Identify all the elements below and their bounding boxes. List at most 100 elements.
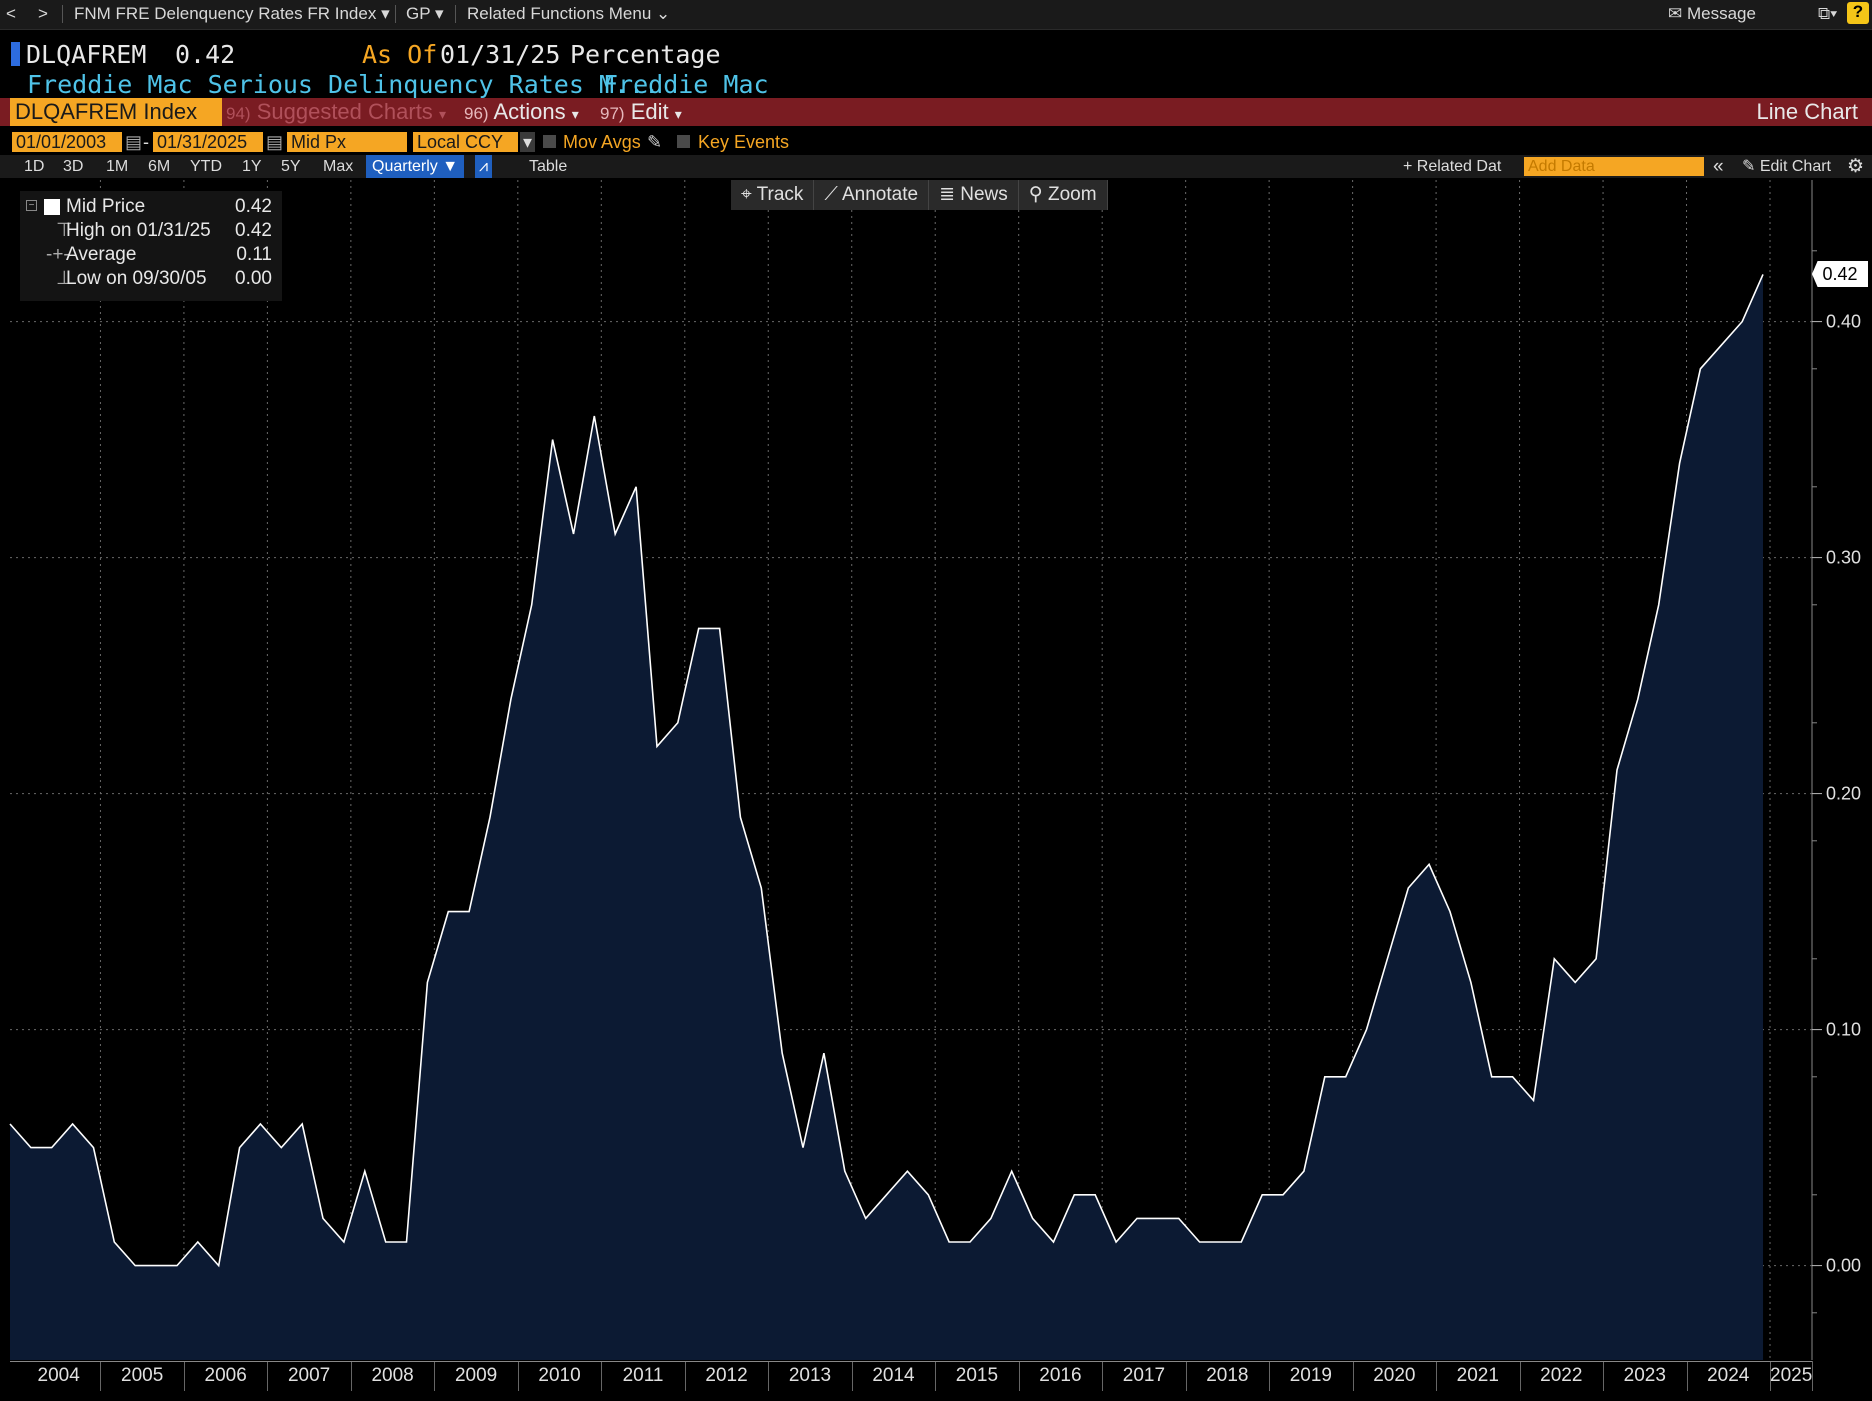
command-bar: DLQAFREM Index 94) Suggested Charts ▾ 96… bbox=[0, 98, 1872, 126]
message-button[interactable]: ✉ Message bbox=[1668, 4, 1756, 24]
suggested-charts-number: 94) bbox=[226, 104, 251, 123]
date-range-separator: - bbox=[143, 132, 149, 152]
x-tick-label: 2011 bbox=[601, 1361, 686, 1391]
legend-high-value: 0.42 bbox=[235, 220, 272, 241]
help-icon[interactable]: ? bbox=[1847, 2, 1869, 24]
actions-menu-button[interactable]: 96) Actions ▾ bbox=[464, 98, 589, 126]
edit-number: 97) bbox=[600, 104, 625, 123]
top-navbar: < > FNM FRE Delenquency Rates FR Index ▾… bbox=[0, 0, 1872, 30]
period-max[interactable]: Max bbox=[323, 158, 354, 175]
period-6m[interactable]: 6M bbox=[148, 158, 171, 175]
dropdown-caret-icon: ▾ bbox=[674, 106, 682, 122]
forward-arrow-icon[interactable]: > bbox=[38, 4, 48, 23]
mov-avgs-checkbox[interactable] bbox=[543, 135, 556, 148]
x-tick-label: 2016 bbox=[1019, 1361, 1104, 1391]
y-tick-label: 0.40 bbox=[1826, 312, 1861, 332]
zoom-tool[interactable]: ⚲ Zoom bbox=[1019, 180, 1108, 210]
related-functions-menu[interactable]: Related Functions Menu ⌄ bbox=[467, 4, 670, 24]
legend-average-label: Average bbox=[66, 244, 137, 265]
security-input[interactable]: DLQAFREM Index bbox=[10, 98, 222, 126]
mov-avgs-label: Mov Avgs bbox=[563, 132, 641, 152]
security-description: Freddie Mac Serious Delinquency Rates M.… bbox=[27, 70, 660, 99]
related-functions-label: Related Functions Menu bbox=[467, 4, 652, 23]
track-tool[interactable]: ⌖ Track bbox=[731, 180, 815, 210]
frequency-select[interactable]: Quarterly ▼ bbox=[366, 155, 465, 178]
divider bbox=[455, 5, 456, 23]
key-events-label: Key Events bbox=[698, 132, 790, 152]
chart-view-icon[interactable]: ⩘ bbox=[475, 155, 493, 178]
magnifier-icon: ⚲ bbox=[1028, 184, 1043, 205]
legend-series-value: 0.42 bbox=[235, 196, 272, 217]
y-tick-label: 0.10 bbox=[1826, 1020, 1861, 1040]
series-area bbox=[9, 274, 1764, 1360]
start-date-input[interactable]: 01/01/2003 bbox=[12, 132, 122, 152]
period-1y[interactable]: 1Y bbox=[242, 158, 262, 175]
add-data-input[interactable]: Add Data bbox=[1524, 157, 1704, 176]
chart-grid bbox=[10, 180, 1812, 1360]
edit-chart-button[interactable]: ✎ Edit Chart bbox=[1742, 155, 1831, 178]
series-color-marker bbox=[11, 42, 20, 66]
collapse-icon[interactable]: « bbox=[1713, 156, 1724, 177]
period-3d[interactable]: 3D bbox=[63, 158, 84, 175]
chart-legend[interactable]: − Mid Price 0.42 ⊤ High on 01/31/25 0.42… bbox=[20, 191, 282, 301]
related-data-button[interactable]: + Related Dat bbox=[1403, 155, 1501, 178]
calendar-icon[interactable]: ▤ bbox=[125, 132, 143, 152]
pen-icon: ⟋ bbox=[824, 184, 838, 205]
series-swatch bbox=[44, 199, 60, 215]
end-date-input[interactable]: 01/31/2025 bbox=[153, 132, 263, 152]
low-marker-icon: ⊥ bbox=[56, 268, 73, 289]
suggested-charts-label: Suggested Charts bbox=[256, 99, 433, 124]
frequency-label: Quarterly bbox=[372, 158, 438, 175]
crosshair-icon: ⌖ bbox=[741, 184, 752, 205]
source-label: Freddie Mac bbox=[603, 70, 769, 99]
period-1d[interactable]: 1D bbox=[24, 158, 45, 175]
gp-selector[interactable]: GP ▾ bbox=[406, 4, 444, 24]
legend-series-row[interactable]: − Mid Price 0.42 bbox=[20, 195, 282, 219]
currency-dropdown-icon[interactable]: ▾ bbox=[520, 132, 536, 152]
x-tick-label: 2022 bbox=[1520, 1361, 1605, 1391]
chart-area[interactable]: 0.00 0.10 0.20 0.30 0.40 bbox=[0, 180, 1872, 1361]
price-field-select[interactable]: Mid Px bbox=[287, 132, 407, 152]
x-tick-label: 2012 bbox=[685, 1361, 770, 1391]
units-label: Percentage bbox=[570, 40, 721, 69]
y-axis: 0.00 0.10 0.20 0.30 0.40 bbox=[1811, 180, 1861, 1360]
news-tool[interactable]: ≣ News bbox=[929, 180, 1019, 210]
period-1m[interactable]: 1M bbox=[106, 158, 129, 175]
x-axis-line bbox=[10, 1361, 1812, 1362]
back-arrow-icon[interactable]: < bbox=[6, 4, 16, 23]
currency-select[interactable]: Local CCY bbox=[413, 132, 518, 152]
calendar-icon[interactable]: ▤ bbox=[266, 132, 284, 152]
dropdown-caret-icon: ▾ bbox=[438, 106, 446, 122]
track-label: Track bbox=[756, 184, 804, 205]
security-selector[interactable]: FNM FRE Delenquency Rates FR Index ▾ bbox=[74, 4, 390, 24]
x-tick-label: 2017 bbox=[1102, 1361, 1187, 1391]
legend-series-name: Mid Price bbox=[66, 196, 146, 217]
x-tick-label: 2024 bbox=[1687, 1361, 1771, 1391]
gear-icon[interactable]: ⚙ bbox=[1847, 156, 1865, 177]
x-tick-label: 2023 bbox=[1603, 1361, 1688, 1391]
y-tick-label: 0.30 bbox=[1826, 548, 1861, 568]
x-tick-label: 2015 bbox=[935, 1361, 1020, 1391]
legend-low-row: ⊥ Low on 09/30/05 0.00 bbox=[20, 267, 282, 291]
news-label: News bbox=[960, 184, 1008, 205]
dropdown-caret-icon: ▼ bbox=[442, 158, 459, 175]
as-of-label: As Of bbox=[362, 40, 438, 69]
edit-chart-label: Edit Chart bbox=[1759, 158, 1831, 175]
y-tick-label: 0.00 bbox=[1826, 1256, 1861, 1276]
x-tick-label: 2025 bbox=[1770, 1361, 1813, 1391]
period-ytd[interactable]: YTD bbox=[190, 158, 222, 175]
key-events-checkbox[interactable] bbox=[677, 135, 690, 148]
period-5y[interactable]: 5Y bbox=[281, 158, 301, 175]
window-menu-icon[interactable]: ⧉▾ bbox=[1818, 4, 1838, 23]
annotate-tool[interactable]: ⟋ Annotate bbox=[814, 180, 930, 210]
table-view-button[interactable]: Table bbox=[529, 158, 568, 175]
zoom-label: Zoom bbox=[1047, 184, 1097, 205]
high-marker-icon: ⊤ bbox=[56, 220, 73, 241]
suggested-charts-button[interactable]: 94) Suggested Charts ▾ bbox=[226, 98, 452, 126]
edit-label: Edit bbox=[630, 99, 669, 124]
y-tick-label: 0.20 bbox=[1826, 784, 1861, 804]
pencil-icon[interactable]: ✎ bbox=[647, 132, 663, 152]
legend-low-label: Low on 09/30/05 bbox=[66, 268, 207, 289]
collapse-toggle-icon[interactable]: − bbox=[26, 200, 37, 211]
edit-menu-button[interactable]: 97) Edit ▾ bbox=[600, 98, 690, 126]
